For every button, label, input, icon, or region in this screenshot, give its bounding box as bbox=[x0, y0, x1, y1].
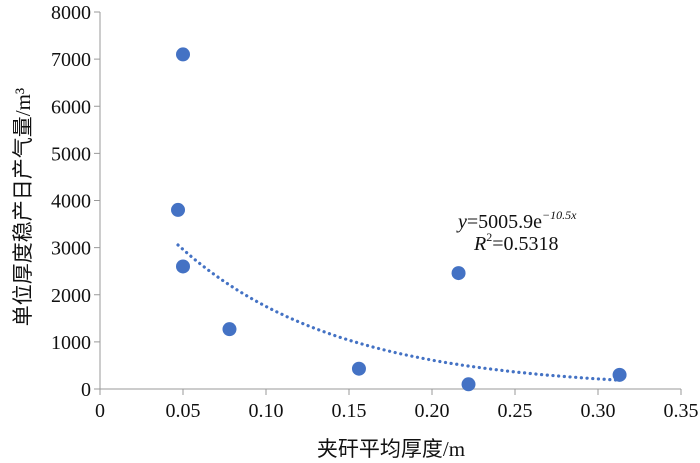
y-ticks: 0 1000 2000 3000 4000 5000 6000 7000 8000 bbox=[51, 2, 100, 401]
y-tick-label: 6000 bbox=[51, 96, 91, 118]
data-point bbox=[176, 47, 190, 62]
y-tick-label: 0 bbox=[81, 379, 91, 401]
y-tick-label: 7000 bbox=[51, 49, 91, 71]
data-point bbox=[351, 361, 366, 376]
equation-label: y=5005.9e−10.5x bbox=[456, 208, 577, 233]
x-tick-label: 0.30 bbox=[581, 400, 616, 422]
y-tick-label: 1000 bbox=[51, 332, 91, 354]
y-tick-label: 3000 bbox=[51, 238, 91, 260]
trendline bbox=[176, 243, 622, 382]
x-tick-label: 0.10 bbox=[249, 400, 284, 422]
axes bbox=[99, 12, 681, 390]
x-tick-label: 0.15 bbox=[332, 400, 367, 422]
x-tick-label: 0.35 bbox=[664, 400, 699, 422]
y-tick-label: 5000 bbox=[51, 143, 91, 165]
x-ticks: 0 0.05 0.10 0.15 0.20 0.25 0.30 0.35 bbox=[95, 389, 699, 422]
r-squared-label: R2=0.5318 bbox=[473, 230, 559, 255]
y-tick-label: 8000 bbox=[51, 2, 91, 24]
data-point bbox=[451, 266, 466, 281]
data-point bbox=[222, 322, 237, 337]
y-tick-label: 2000 bbox=[51, 285, 91, 307]
data-point bbox=[612, 367, 627, 382]
data-point bbox=[176, 259, 190, 274]
x-tick-label: 0.20 bbox=[415, 400, 450, 422]
x-axis-title: 夹矸平均厚度/m bbox=[317, 437, 465, 461]
data-points bbox=[171, 47, 627, 392]
data-point bbox=[171, 202, 186, 217]
x-tick-label: 0.25 bbox=[498, 400, 533, 422]
y-axis-title: 单位厚度稳产日产气量/m³ bbox=[11, 88, 35, 326]
y-tick-label: 4000 bbox=[51, 191, 91, 213]
data-point bbox=[461, 377, 476, 392]
x-tick-label: 0 bbox=[95, 400, 105, 422]
x-tick-label: 0.05 bbox=[166, 400, 201, 422]
